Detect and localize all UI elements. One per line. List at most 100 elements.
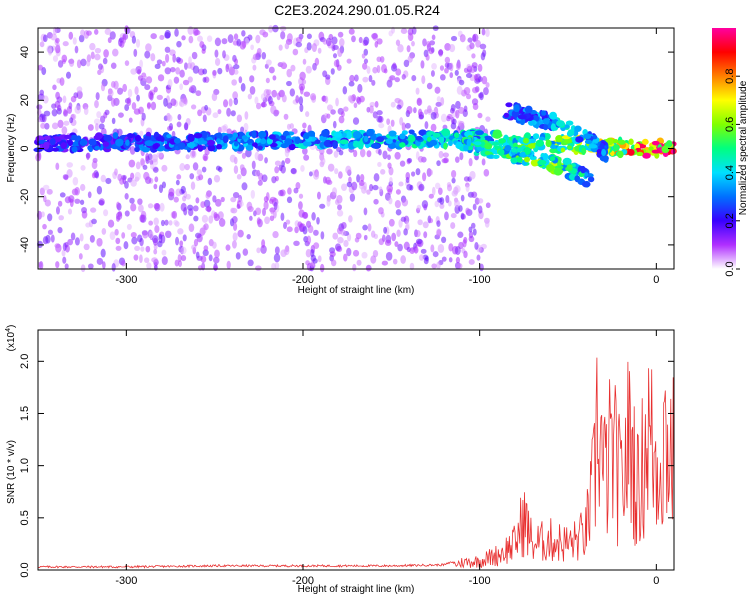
- spectrogram-cell: [423, 231, 428, 239]
- spectrogram-cell: [426, 41, 431, 48]
- spectrogram-cell: [354, 237, 360, 243]
- spectrogram-cell: [139, 59, 143, 69]
- spectrogram-cell: [405, 122, 411, 129]
- spectrogram-cell: [236, 114, 242, 123]
- spectrogram-cell: [587, 176, 595, 183]
- spectrogram-cell: [306, 42, 312, 51]
- snr-panel: -300 -200 -100 0 0.0 0.5 1.0 1.5 2.0 Height of …: [5, 325, 675, 595]
- spectrogram-cell: [407, 135, 416, 143]
- spectrogram-cell: [239, 41, 246, 50]
- spectrogram-cell: [69, 117, 74, 124]
- spectrogram-cell: [477, 198, 484, 204]
- spectrogram-cell: [62, 95, 67, 104]
- spectrogram-cell: [144, 257, 150, 264]
- spectrogram-cell: [566, 164, 573, 170]
- spectrogram-cell: [50, 234, 55, 243]
- spectrogram-cell: [332, 44, 339, 51]
- spectrogram-cell: [299, 103, 304, 113]
- snr-x-axis-label: Height of straight line (km): [298, 584, 415, 595]
- spectrogram-cell: [388, 166, 394, 176]
- spectrogram-cell: [88, 138, 97, 146]
- spectrogram-cell: [187, 26, 194, 35]
- spectrogram-cell: [214, 37, 222, 47]
- spectrogram-cell: [150, 33, 157, 40]
- spectrogram-cell: [63, 120, 70, 126]
- spectrogram-cell: [334, 199, 340, 205]
- spectrogram-cell: [256, 102, 262, 110]
- spectrogram-cell: [395, 68, 402, 76]
- spectrogram-cell: [373, 198, 379, 205]
- spectrogram-cell: [228, 98, 233, 107]
- spectrogram-cell: [481, 158, 486, 166]
- spectrogram-cell: [426, 105, 432, 114]
- spectrogram-cell: [111, 117, 116, 125]
- spectrogram-cell: [134, 146, 140, 153]
- spectrogram-cell: [274, 246, 280, 255]
- spectrogram-cell: [288, 143, 296, 151]
- spectrogram-cell: [352, 249, 360, 257]
- spectrogram-cell: [556, 160, 562, 167]
- spectrogram-cell: [483, 135, 493, 142]
- spectrogram-cell: [126, 97, 132, 106]
- spectrogram-cell: [441, 256, 447, 262]
- x-tick-label: -100: [469, 575, 491, 587]
- spectrogram-cell: [233, 141, 239, 147]
- spectrogram-cell: [289, 123, 294, 129]
- spectrogram-cell: [481, 75, 488, 85]
- spectrogram-cell: [189, 85, 195, 92]
- spectrogram-cell: [463, 86, 471, 95]
- spectrogram-cell: [272, 24, 279, 33]
- spectrogram-cell: [197, 109, 203, 117]
- spectrogram-cell: [130, 68, 137, 75]
- spectrogram-cell: [196, 233, 203, 243]
- spectrogram-cell: [193, 132, 203, 139]
- spectrogram-cell: [227, 34, 234, 43]
- spectrogram-cell: [44, 122, 50, 130]
- spectrogram-cell: [207, 144, 216, 152]
- spectrogram-cell: [479, 91, 484, 101]
- spectrogram-cell: [473, 74, 479, 81]
- spectrogram-cells: [33, 24, 677, 273]
- spectrogram-cell: [168, 220, 173, 226]
- spectrogram-cell: [341, 132, 347, 138]
- spectrogram-cell: [471, 86, 479, 94]
- spectrogram-cell: [346, 58, 352, 64]
- spectrogram-cell: [378, 186, 383, 193]
- spectrogram-cell: [516, 147, 522, 153]
- spectrogram-cell: [72, 176, 79, 186]
- spectrogram-cell: [129, 145, 136, 155]
- spectrogram-cell: [100, 248, 106, 258]
- spectrogram-cell: [386, 118, 391, 125]
- spectrogram-cell: [666, 140, 673, 148]
- spectrogram-cell: [443, 142, 448, 150]
- spectrogram-cell: [583, 172, 589, 177]
- spectrogram-cell: [368, 75, 373, 83]
- spectrogram-cell: [183, 122, 189, 131]
- x-tick-label: -300: [115, 274, 137, 286]
- spectrogram-cell: [110, 97, 116, 107]
- spectrogram-cell: [286, 33, 293, 43]
- spectrogram-cell: [311, 43, 317, 52]
- spectrogram-cell: [264, 216, 270, 225]
- spectrogram-cell: [430, 111, 437, 120]
- spectrogram-cell: [453, 132, 460, 139]
- spectrogram-cell: [467, 37, 473, 43]
- spectrogram-cell: [448, 243, 454, 252]
- spectrogram-cell: [362, 76, 369, 83]
- spectrogram-cell: [232, 132, 239, 138]
- spectrogram-cell: [387, 154, 391, 161]
- spectrogram-cell: [549, 156, 556, 162]
- spectrogram-cell: [460, 194, 465, 202]
- snr-frame: [37, 329, 675, 571]
- spectrogram-cell: [302, 140, 312, 147]
- spectrogram-cell: [362, 224, 368, 231]
- spectrogram-cell: [398, 219, 403, 228]
- spectrogram-cell: [638, 143, 647, 149]
- spectrogram-cell: [332, 232, 339, 240]
- spectrogram-cell: [94, 53, 101, 61]
- spectrogram-cell: [181, 35, 186, 41]
- spectrogram-cell: [41, 211, 45, 218]
- spectrogram-cell: [426, 136, 432, 142]
- spectrogram-cell: [268, 134, 276, 140]
